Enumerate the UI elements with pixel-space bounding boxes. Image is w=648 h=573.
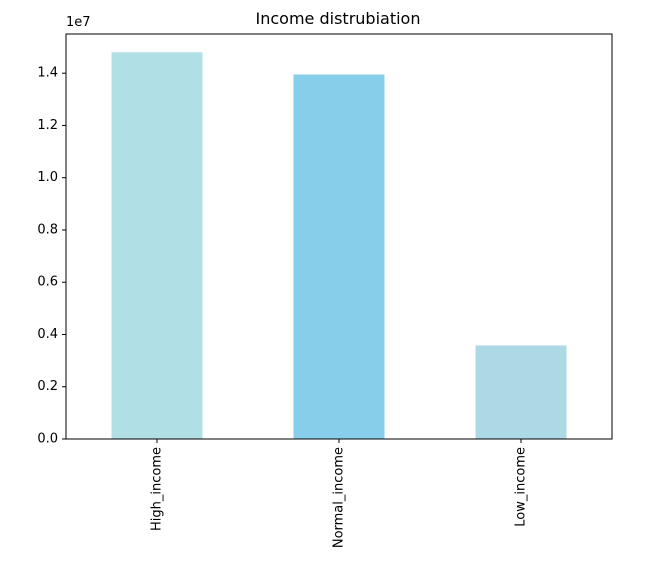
bars-group xyxy=(111,52,567,440)
y-tick-label: 0.4 xyxy=(37,327,58,342)
x-axis-ticks: High_income Normal_income Low_income xyxy=(150,439,529,548)
x-tick-label: Normal_income xyxy=(332,447,347,548)
y-tick-label: 0.2 xyxy=(37,379,58,394)
x-tick-label: Low_income xyxy=(514,447,529,527)
y-tick-label: 0.6 xyxy=(37,275,58,290)
bar-normal-income xyxy=(293,74,385,439)
y-tick-label: 1.2 xyxy=(37,118,58,133)
y-tick-label: 1.0 xyxy=(37,170,58,185)
x-tick-label: High_income xyxy=(150,447,165,531)
y-axis-ticks: 0.0 0.2 0.4 0.6 0.8 1.0 1.2 1.4 xyxy=(37,66,66,447)
chart-title: Income distrubiation xyxy=(256,9,421,28)
y-tick-label: 0.0 xyxy=(37,432,58,447)
plot-area-frame xyxy=(65,33,613,440)
y-axis-offset-label: 1e7 xyxy=(66,15,91,30)
y-tick-label: 0.8 xyxy=(37,222,58,237)
bar-high-income xyxy=(111,52,203,440)
y-tick-label: 1.4 xyxy=(37,66,58,81)
bar-low-income xyxy=(475,345,567,439)
